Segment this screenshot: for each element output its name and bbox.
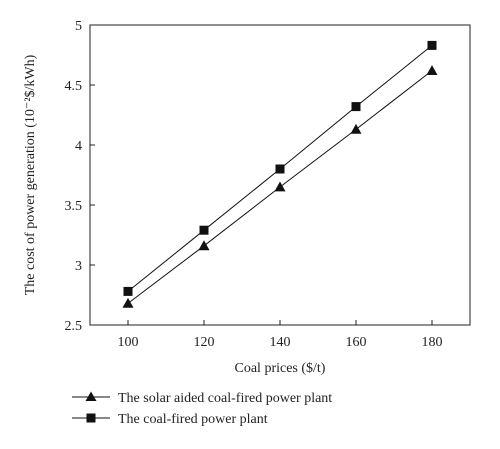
y-tick-label: 4.5: [65, 79, 83, 94]
square-marker: [123, 286, 133, 296]
square-marker: [351, 102, 361, 112]
y-axis-label: The cost of power generation (10⁻²$/kWh): [23, 54, 38, 295]
triangle-marker: [122, 297, 134, 308]
series-group: [122, 40, 438, 308]
y-tick-label: 5: [75, 19, 82, 34]
legend-item-coal: The coal-fired power plant: [72, 412, 268, 427]
legend-label-solar: The solar aided coal-fired power plant: [118, 391, 332, 406]
x-tick-label: 120: [194, 335, 215, 350]
triangle-marker: [350, 123, 362, 134]
x-tick-label: 160: [346, 335, 367, 350]
x-tick-label: 140: [270, 335, 291, 350]
legend-triangle-marker: [85, 391, 97, 401]
x-axis-ticks: 100 120 140 160 180: [118, 320, 443, 350]
plot-frame: [89, 24, 471, 326]
y-axis-ticks: 2.5 3 3.5 4 4.5 5: [65, 19, 95, 334]
x-tick-label: 180: [422, 335, 443, 350]
triangle-marker: [274, 181, 286, 192]
legend-label-coal: The coal-fired power plant: [118, 412, 268, 427]
legend-square-marker: [86, 413, 96, 423]
square-marker: [275, 164, 285, 174]
x-tick-label: 100: [118, 335, 139, 350]
legend-item-solar: The solar aided coal-fired power plant: [72, 391, 332, 406]
y-tick-label: 2.5: [65, 319, 83, 334]
triangle-marker: [198, 240, 210, 251]
triangle-marker: [426, 65, 438, 75]
y-tick-label: 3.5: [65, 199, 83, 214]
square-marker: [427, 40, 437, 50]
y-tick-label: 4: [75, 139, 82, 154]
square-marker: [199, 225, 209, 235]
y-tick-label: 3: [75, 259, 82, 274]
x-axis-label: Coal prices ($/t): [235, 361, 326, 376]
legend: The solar aided coal-fired power plant T…: [72, 391, 332, 427]
